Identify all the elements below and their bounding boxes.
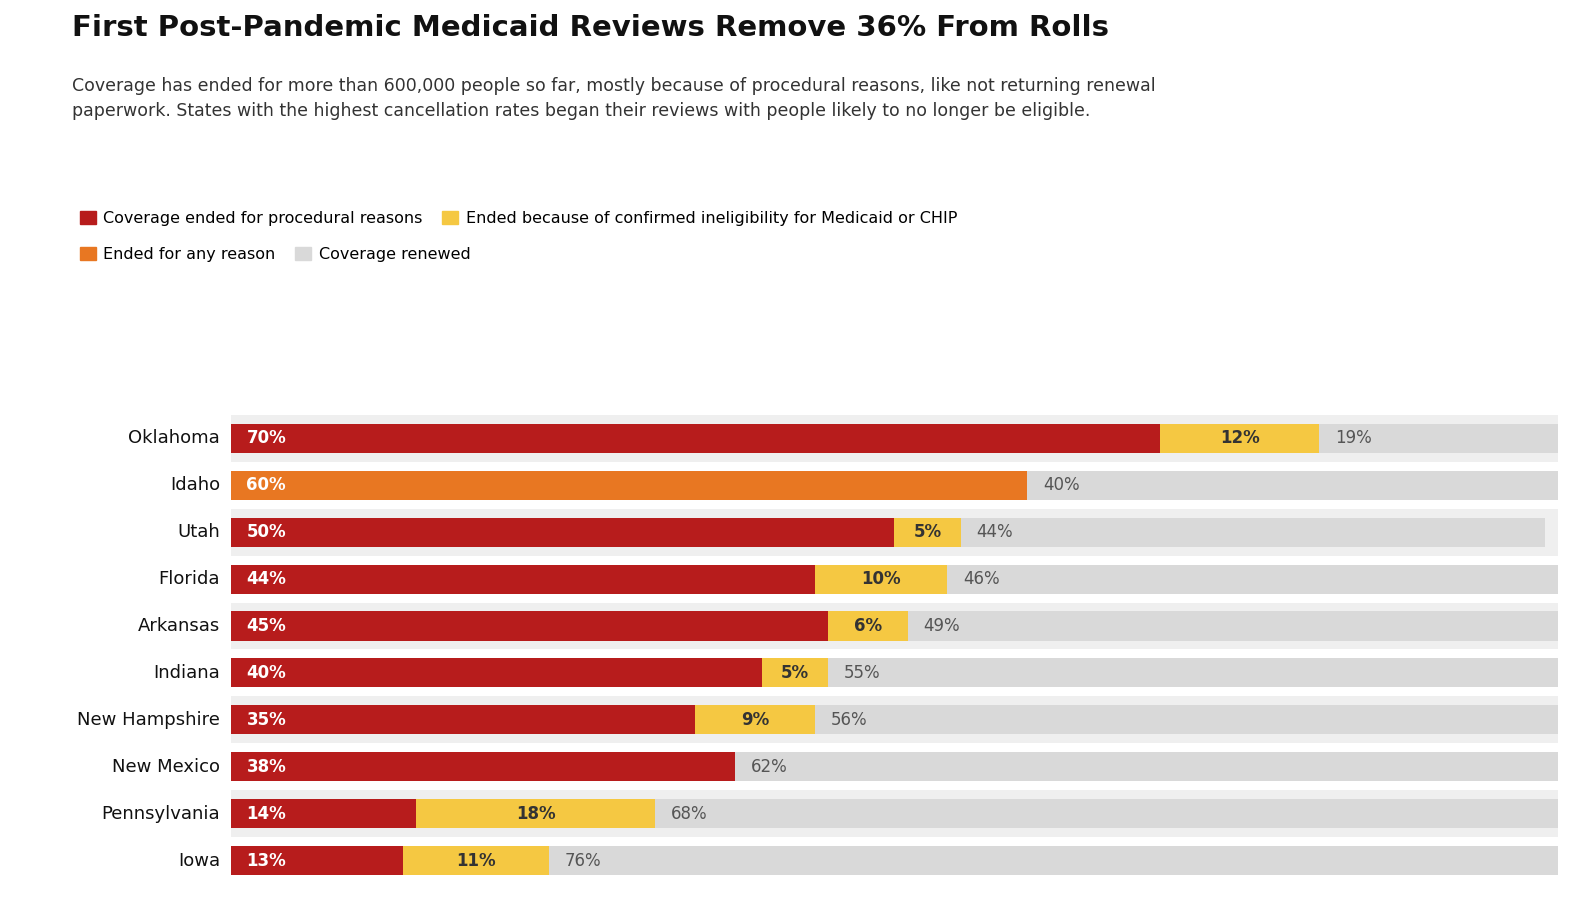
Text: 55%: 55% [844, 664, 881, 682]
Bar [231, 565, 814, 594]
Text: First Post-Pandemic Medicaid Reviews Remove 36% From Rolls: First Post-Pandemic Medicaid Reviews Rem… [72, 14, 1108, 41]
Bar [231, 471, 1027, 500]
Bar [735, 752, 1558, 781]
Text: Arkansas: Arkansas [138, 617, 219, 635]
Text: 56%: 56% [830, 711, 867, 729]
Text: 70%: 70% [246, 429, 286, 447]
Bar [231, 462, 1558, 509]
Bar [948, 565, 1558, 594]
Bar [231, 509, 1558, 556]
Text: 44%: 44% [976, 523, 1013, 541]
Bar [231, 837, 1558, 884]
Bar [960, 518, 1545, 547]
Text: 5%: 5% [914, 523, 941, 541]
Bar [231, 743, 1558, 790]
Text: 68%: 68% [671, 805, 708, 823]
Bar [231, 705, 695, 734]
Bar [695, 705, 814, 734]
Text: Utah: Utah [176, 523, 219, 541]
Bar [231, 799, 417, 828]
Bar [814, 705, 1558, 734]
Text: 9%: 9% [741, 711, 770, 729]
Text: 35%: 35% [246, 711, 286, 729]
Bar [908, 612, 1558, 640]
Text: New Hampshire: New Hampshire [76, 711, 219, 729]
Text: Indiana: Indiana [153, 664, 219, 682]
Bar [231, 415, 1558, 462]
Bar [231, 752, 735, 781]
Text: 76%: 76% [564, 851, 601, 870]
Text: 60%: 60% [246, 476, 286, 494]
Text: 19%: 19% [1336, 429, 1372, 447]
Bar [231, 612, 828, 640]
Text: New Mexico: New Mexico [111, 758, 219, 776]
Legend: Ended for any reason, Coverage renewed: Ended for any reason, Coverage renewed [80, 247, 471, 262]
Text: Coverage has ended for more than 600,000 people so far, mostly because of proced: Coverage has ended for more than 600,000… [72, 77, 1156, 120]
Bar [549, 846, 1558, 875]
Text: 12%: 12% [1220, 429, 1259, 447]
Bar [231, 424, 1159, 453]
Text: Florida: Florida [159, 570, 219, 588]
Text: 5%: 5% [781, 664, 809, 682]
Bar [231, 518, 894, 547]
Text: Oklahoma: Oklahoma [129, 429, 219, 447]
Bar [828, 658, 1558, 687]
Text: 13%: 13% [246, 851, 286, 870]
Bar [417, 799, 655, 828]
Text: 49%: 49% [924, 617, 960, 635]
Bar [655, 799, 1558, 828]
Text: 18%: 18% [517, 805, 556, 823]
Bar [828, 612, 908, 640]
Bar [1027, 471, 1558, 500]
Bar [231, 603, 1558, 649]
Legend: Coverage ended for procedural reasons, Ended because of confirmed ineligibility : Coverage ended for procedural reasons, E… [80, 211, 957, 226]
Text: Pennsylvania: Pennsylvania [102, 805, 219, 823]
Text: 38%: 38% [246, 758, 286, 776]
Text: 10%: 10% [862, 570, 902, 588]
Bar [231, 649, 1558, 696]
Text: 40%: 40% [1043, 476, 1080, 494]
Text: 46%: 46% [964, 570, 1000, 588]
Text: 62%: 62% [750, 758, 787, 776]
Bar [1320, 424, 1571, 453]
Text: 11%: 11% [456, 851, 496, 870]
Bar [231, 790, 1558, 837]
Bar [231, 846, 404, 875]
Text: 44%: 44% [246, 570, 286, 588]
Bar [894, 518, 960, 547]
Bar [762, 658, 828, 687]
Text: Idaho: Idaho [170, 476, 219, 494]
Bar [404, 846, 549, 875]
Bar [231, 696, 1558, 743]
Bar [231, 556, 1558, 603]
Text: 6%: 6% [854, 617, 882, 635]
Bar [814, 565, 948, 594]
Text: 50%: 50% [246, 523, 286, 541]
Text: 45%: 45% [246, 617, 286, 635]
Text: 40%: 40% [246, 664, 286, 682]
Text: 14%: 14% [246, 805, 286, 823]
Bar [231, 658, 762, 687]
Bar [1159, 424, 1320, 453]
Text: Iowa: Iowa [178, 851, 219, 870]
